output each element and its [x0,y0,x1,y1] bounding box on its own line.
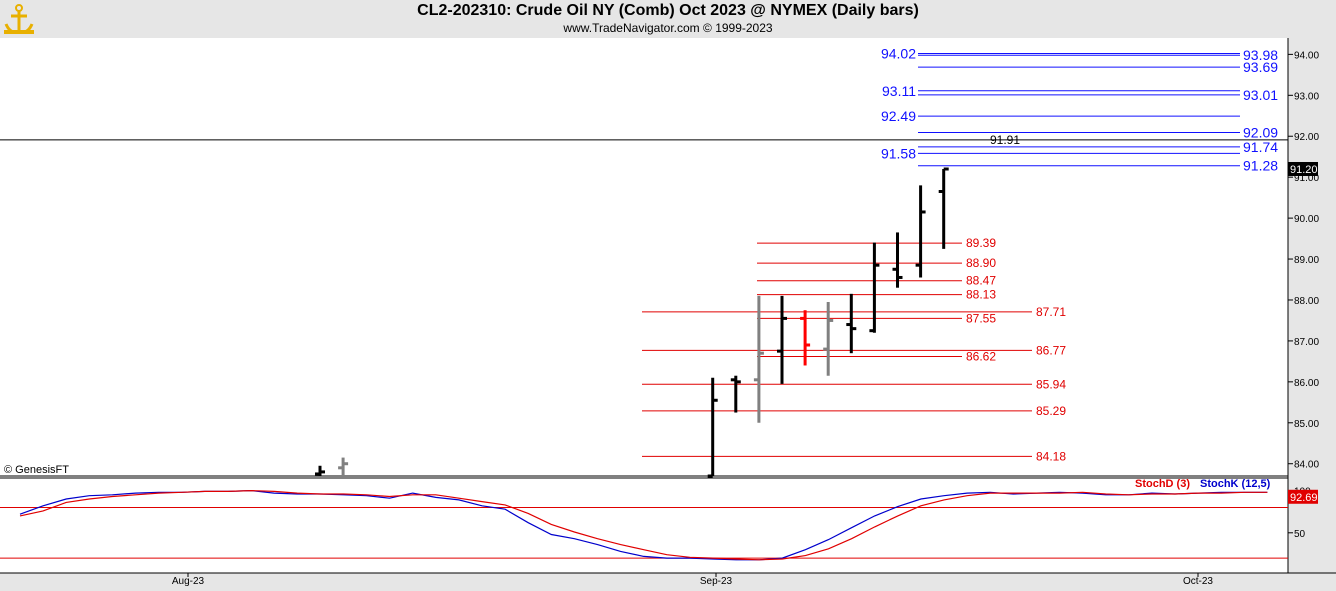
blue-level-label: 92.09 [1243,125,1278,141]
red-level-label: 88.90 [966,256,996,270]
blue-level-label: 94.02 [881,46,916,62]
chart-header [0,0,1336,38]
price-axis-label: 90.00 [1294,214,1319,225]
price-axis-label: 84.00 [1294,460,1319,471]
stoch-axis-label: 50 [1294,529,1306,540]
horizontal-line-label: 91.91 [990,133,1020,147]
stoch-last-value-label: 92.69 [1290,492,1318,504]
red-level-label: 87.71 [1036,305,1066,319]
ohlc-bar [869,242,880,333]
blue-level-label: 91.74 [1243,139,1278,155]
blue-level-label: 93.01 [1243,87,1278,103]
last-price-label: 91.20 [1290,164,1318,176]
red-level-label: 85.94 [1036,377,1066,391]
ohlc-bar [846,293,857,354]
ohlc-bar [315,465,325,476]
ohlc-bar [892,232,903,288]
red-level-label: 86.62 [966,349,996,363]
blue-level-label: 92.49 [881,108,916,124]
ohlc-bar [707,377,718,478]
ohlc-bar [777,295,787,384]
red-level-label: 85.29 [1036,404,1066,418]
ohlc-bar [338,457,349,476]
blue-level-label: 93.98 [1243,47,1278,63]
price-axis-label: 91.00 [1294,173,1319,184]
price-axis-label: 85.00 [1294,419,1319,430]
price-axis-label: 87.00 [1294,337,1319,348]
red-level-label: 86.77 [1036,343,1066,357]
copyright-label: © GenesisFT [4,464,69,476]
ohlc-bar [915,185,926,278]
chart-subtitle: www.TradeNavigator.com © 1999-2023 [563,21,773,35]
anchor-logo-icon [4,4,34,34]
ohlc-bar [730,375,741,413]
time-axis-label: Sep-23 [700,576,733,587]
blue-level-label: 91.28 [1243,158,1278,174]
stochK-legend: StochK (12,5) [1200,478,1271,490]
red-level-label: 88.13 [966,288,996,302]
price-axis-label: 94.00 [1294,50,1319,61]
blue-level-label: 93.69 [1243,59,1278,75]
red-level-label: 88.47 [966,274,996,288]
stochD-legend: StochD (3) [1135,478,1190,490]
time-axis-panel [0,573,1336,591]
price-axis-label: 89.00 [1294,255,1319,266]
chart-title: CL2-202310: Crude Oil NY (Comb) Oct 2023… [417,2,919,19]
ohlc-bar [938,167,949,249]
blue-level-label: 91.58 [881,145,916,161]
red-level-label: 84.18 [1036,449,1066,463]
price-axis-panel [1288,38,1336,591]
price-axis-label: 93.00 [1294,91,1319,102]
last-price-box [1288,161,1318,176]
blue-level-label: 93.11 [882,83,916,99]
red-level-label: 89.39 [966,236,996,250]
ohlc-bar [753,295,764,423]
stoch-last-value-box [1288,489,1318,504]
price-axis-label: 92.00 [1294,132,1319,143]
stochD-line [19,489,1268,561]
ohlc-bar [800,310,811,366]
time-axis-label: Aug-23 [172,576,205,587]
price-axis-label: 86.00 [1294,378,1319,389]
red-level-label: 87.55 [966,311,996,325]
time-axis-label: Oct-23 [1183,576,1213,587]
ohlc-bar [823,302,834,376]
price-axis-label: 88.00 [1294,296,1319,307]
